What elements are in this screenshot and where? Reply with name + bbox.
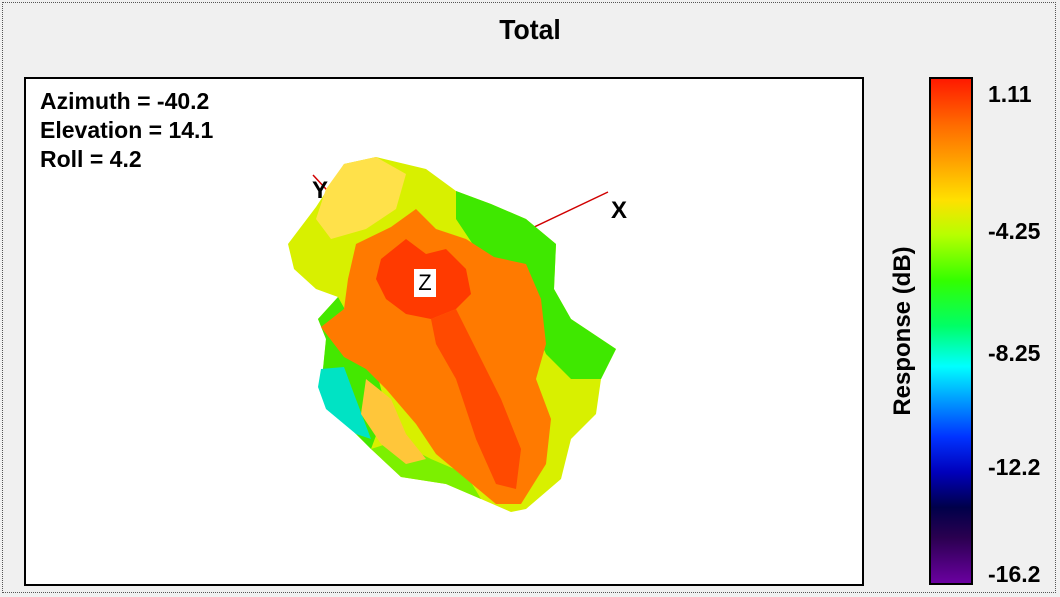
- y-axis-label: Y: [312, 177, 329, 204]
- roll-readout: Roll = 4.2: [40, 146, 142, 172]
- 3d-pattern-plot[interactable]: Azimuth = -40.2 Elevation = 14.1 Roll = …: [24, 77, 864, 586]
- colorbar-tick-3: -8.25: [988, 340, 1041, 366]
- colorbar-tick-4: -12.2: [988, 454, 1041, 480]
- colorbar-tick-min: -16.2: [988, 561, 1041, 587]
- x-axis-label: X: [611, 197, 628, 224]
- colorbar: [929, 77, 973, 585]
- plot-title: Total: [499, 14, 561, 45]
- elevation-readout: Elevation = 14.1: [40, 117, 214, 143]
- pattern-yellow-lower: [361, 379, 426, 464]
- colorbar-label: Response (dB): [889, 246, 916, 416]
- radiation-pattern-surface: [288, 157, 616, 512]
- pattern-hot-streak: [431, 309, 521, 489]
- azimuth-readout: Azimuth = -40.2: [40, 88, 210, 114]
- colorbar-tick-max: 1.11: [988, 81, 1032, 107]
- z-axis-label: Z: [414, 269, 436, 297]
- pattern-yellow-upper: [316, 157, 406, 239]
- pattern-green-region-right: [456, 191, 616, 379]
- pattern-cyan-region: [318, 367, 371, 439]
- colorbar-tick-2: -4.25: [988, 218, 1041, 244]
